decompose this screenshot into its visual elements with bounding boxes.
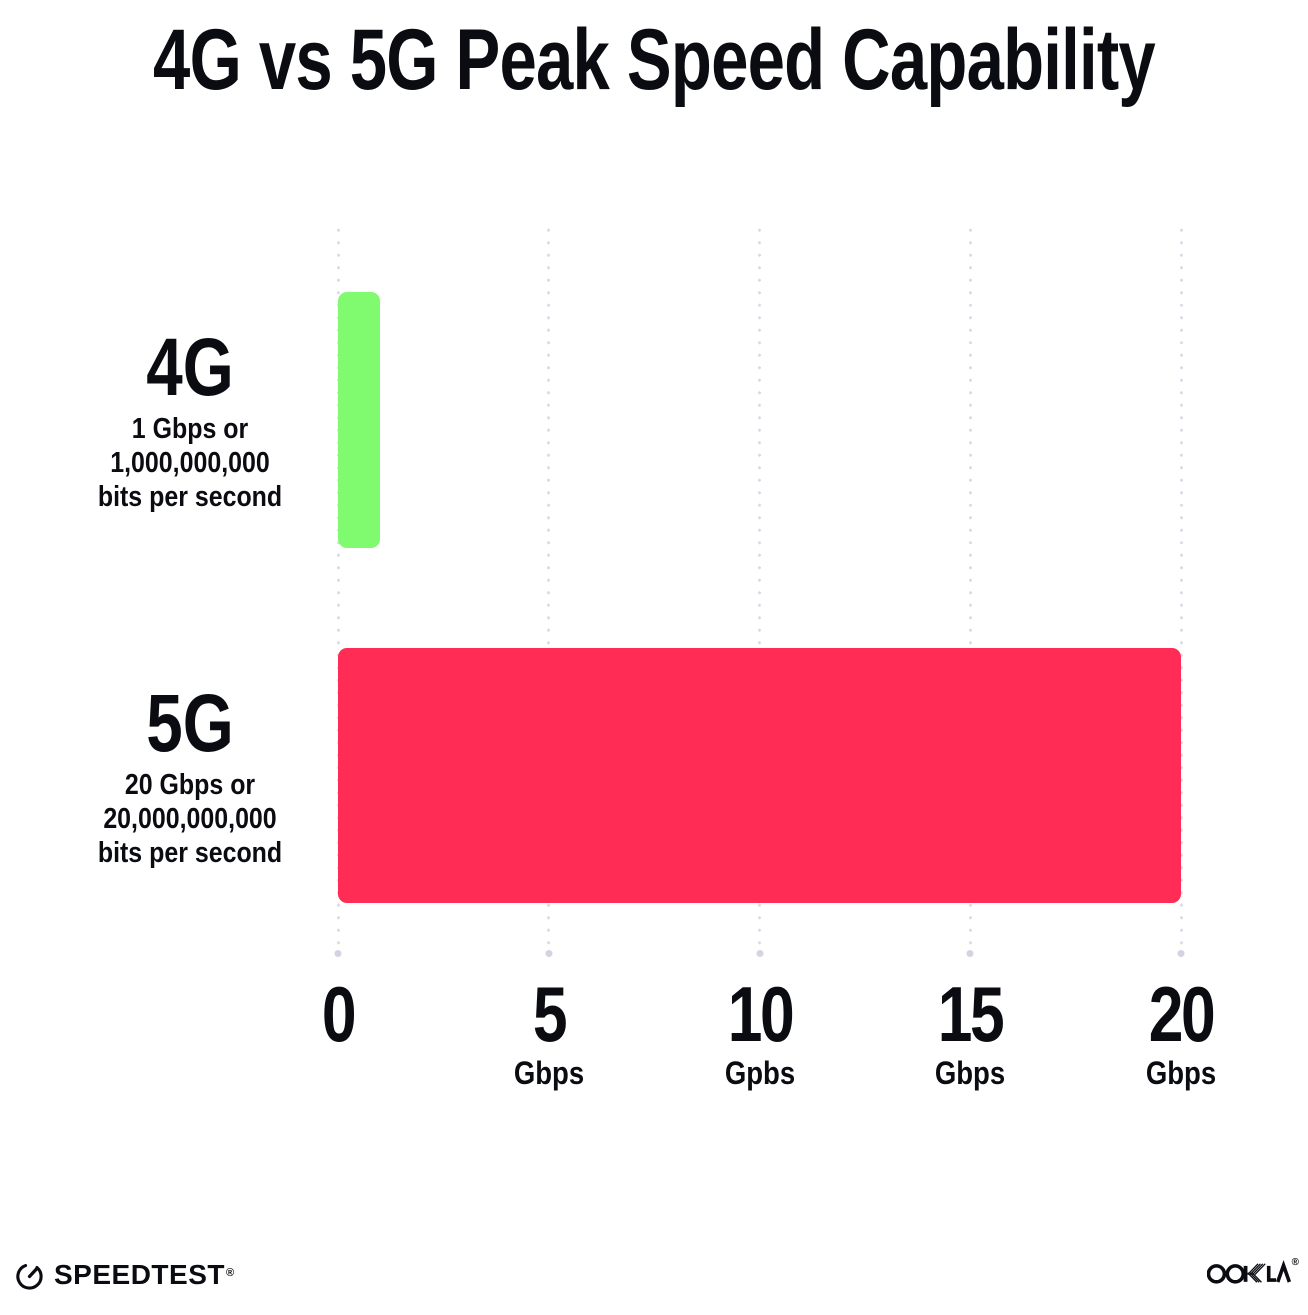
speedtest-trademark: ®: [225, 1267, 235, 1279]
gridline-15-gbps: [968, 224, 972, 946]
speedtest-label: SPEEDTEST: [54, 1259, 225, 1290]
ookla-trademark: ®: [1291, 1257, 1299, 1268]
x-tick-5-value: 5: [532, 970, 568, 1058]
row-desc-5g: 20 Gbps or 20,000,000,000 bits per secon…: [78, 768, 302, 870]
row-desc-4g: 1 Gbps or 1,000,000,000 bits per second: [78, 412, 302, 514]
row-desc-5g-line-3: bits per second: [97, 837, 283, 869]
x-tick-10-value: 10: [727, 970, 794, 1058]
gridline-10-gbps: [758, 224, 761, 946]
speedtest-logo: SPEEDTEST®: [14, 1258, 234, 1292]
x-tick-0-value: 0: [321, 970, 357, 1058]
row-desc-4g-line-1: 1 Gbps or: [131, 413, 249, 445]
page-title: 4G vs 5G Peak Speed Capability: [153, 12, 1156, 108]
row-label-5g: 5G 20 Gbps or 20,000,000,000 bits per se…: [60, 678, 320, 870]
row-label-4g: 4G 1 Gbps or 1,000,000,000 bits per seco…: [60, 322, 320, 514]
bar-4g: [338, 292, 381, 548]
ookla-wordmark-icon: [1206, 1260, 1291, 1284]
row-desc-4g-line-3: bits per second: [97, 481, 283, 513]
x-axis: 0 5 Gbps 10 Gpbs 15 Gbps 20 Gbps: [322, 970, 1216, 1098]
row-name-5g: 5G: [146, 678, 234, 769]
bar-5g: [338, 648, 1181, 903]
x-tick-20-value: 20: [1148, 970, 1216, 1058]
x-tick-0: 0: [218, 970, 458, 1058]
speedometer-gauge-icon: [16, 1263, 43, 1290]
speedtest-wordmark: SPEEDTEST®: [54, 1258, 234, 1292]
gridline-0-gbps: [336, 224, 340, 946]
x-tick-15-unit: Gbps: [935, 1055, 1006, 1091]
row-desc-5g-line-2: 20,000,000,000: [103, 803, 277, 835]
x-tick-10: 10 Gpbs: [640, 970, 880, 1091]
x-tick-15-value: 15: [937, 970, 1005, 1058]
gridline-20-gbps: [1179, 224, 1183, 946]
bar-chart-plot-area: [336, 224, 1183, 958]
row-desc-4g-line-2: 1,000,000,000: [110, 447, 270, 479]
row-desc-5g-line-1: 20 Gbps or: [124, 769, 256, 801]
x-tick-10-unit: Gpbs: [724, 1055, 795, 1091]
x-tick-20: 20 Gbps: [1061, 970, 1301, 1091]
gridline-5-gbps: [547, 224, 551, 946]
row-name-4g: 4G: [146, 322, 234, 413]
x-tick-15: 15 Gbps: [850, 970, 1090, 1091]
x-tick-5-unit: Gbps: [513, 1055, 584, 1091]
x-tick-5: 5 Gbps: [429, 970, 669, 1091]
x-tick-20-unit: Gbps: [1145, 1055, 1217, 1091]
ookla-logo: ®: [1206, 1257, 1299, 1286]
